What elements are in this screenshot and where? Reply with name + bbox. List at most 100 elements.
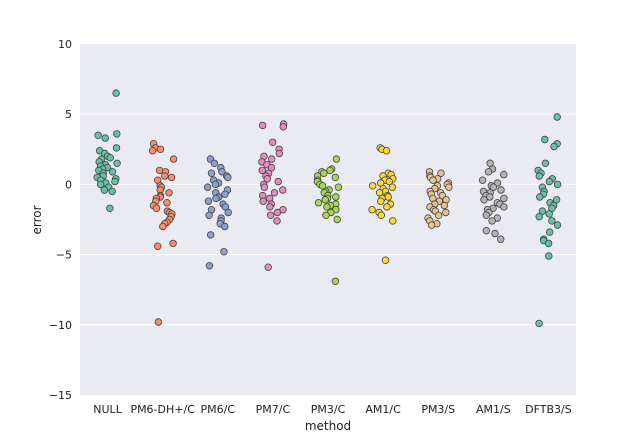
data-point — [106, 153, 114, 162]
data-point — [377, 197, 385, 205]
y-tick-label: −10 — [49, 319, 72, 332]
data-point — [275, 149, 283, 158]
data-point — [264, 263, 272, 271]
data-point — [224, 173, 232, 182]
data-point — [260, 183, 269, 191]
data-point — [500, 203, 508, 211]
data-point — [320, 169, 328, 177]
data-point — [545, 210, 553, 218]
data-point — [388, 183, 397, 191]
data-point — [156, 145, 165, 153]
data-point — [205, 262, 214, 270]
data-point — [108, 187, 116, 196]
data-point — [113, 130, 121, 138]
data-point — [427, 221, 436, 229]
data-point — [266, 203, 274, 211]
data-point — [163, 198, 171, 207]
data-point — [318, 182, 327, 190]
data-point — [268, 138, 277, 146]
y-tick-label: 0 — [65, 178, 72, 191]
data-point — [221, 190, 229, 198]
data-point — [148, 146, 157, 155]
data-point — [434, 211, 443, 219]
data-point — [279, 186, 287, 194]
plot-area — [80, 44, 576, 395]
data-point — [155, 166, 164, 175]
data-point — [267, 211, 275, 219]
data-point — [497, 186, 505, 194]
data-point — [224, 208, 232, 217]
x-tick-label: DFTB3/S — [525, 403, 572, 416]
data-point — [165, 189, 173, 197]
x-tick-label: NULL — [93, 403, 122, 416]
data-point — [552, 196, 561, 204]
data-point — [480, 196, 488, 204]
data-point — [279, 123, 287, 131]
data-point — [204, 197, 213, 205]
data-point — [273, 208, 282, 217]
data-point — [111, 177, 119, 186]
data-point — [548, 217, 556, 225]
data-point — [541, 159, 550, 167]
data-point — [383, 203, 391, 211]
x-tick-label: PM6-DH+/C — [130, 403, 195, 416]
data-point — [100, 186, 108, 194]
data-point — [488, 217, 496, 225]
data-point — [113, 159, 121, 167]
data-point — [205, 211, 213, 219]
data-point — [159, 222, 167, 231]
data-point — [273, 217, 281, 225]
data-point — [211, 180, 220, 189]
data-point — [112, 144, 121, 152]
data-point — [153, 242, 162, 250]
data-point — [323, 203, 331, 211]
x-tick-label: AM1/C — [365, 403, 401, 416]
data-point — [535, 319, 543, 328]
data-point — [167, 173, 176, 182]
data-point — [169, 239, 177, 248]
data-point — [331, 277, 340, 285]
data-point — [206, 231, 215, 239]
data-point — [332, 193, 340, 201]
x-axis-label: method — [305, 419, 351, 433]
data-point — [546, 228, 554, 236]
x-tick-label: PM7/C — [256, 403, 291, 416]
data-point — [384, 193, 392, 201]
data-point — [500, 194, 508, 203]
data-point — [437, 169, 445, 177]
data-point — [484, 168, 493, 176]
x-tick-label: PM3/S — [421, 403, 455, 416]
x-tick-label: PM6/C — [201, 403, 236, 416]
data-point — [535, 212, 543, 221]
data-point — [314, 198, 323, 207]
data-point — [553, 221, 562, 229]
data-point — [207, 169, 216, 177]
y-tick-label: 5 — [65, 108, 72, 121]
data-point — [389, 217, 397, 225]
data-point — [377, 211, 385, 219]
data-point — [331, 173, 339, 182]
data-point — [445, 183, 453, 191]
data-point — [154, 318, 163, 326]
data-point — [322, 211, 330, 219]
y-tick-label: −15 — [49, 389, 72, 402]
data-point — [429, 176, 437, 184]
data-point — [478, 176, 487, 184]
data-point — [535, 172, 543, 180]
data-point — [108, 168, 117, 176]
data-point — [482, 211, 490, 219]
data-point — [326, 166, 334, 175]
data-point — [334, 183, 343, 191]
data-point — [442, 208, 450, 217]
data-point — [268, 155, 276, 163]
x-tick-label: AM1/S — [476, 403, 511, 416]
data-point — [212, 194, 220, 203]
x-axis-ticks: NULL PM6-DH+/C PM6/C PM7/C PM3/C AM1/C PM3/S AM… — [93, 403, 571, 416]
data-point — [258, 121, 267, 130]
data-point — [267, 163, 276, 172]
data-points — [93, 89, 562, 328]
data-point — [500, 170, 508, 179]
data-point — [112, 89, 120, 97]
data-point — [544, 239, 553, 248]
data-point — [94, 131, 102, 139]
